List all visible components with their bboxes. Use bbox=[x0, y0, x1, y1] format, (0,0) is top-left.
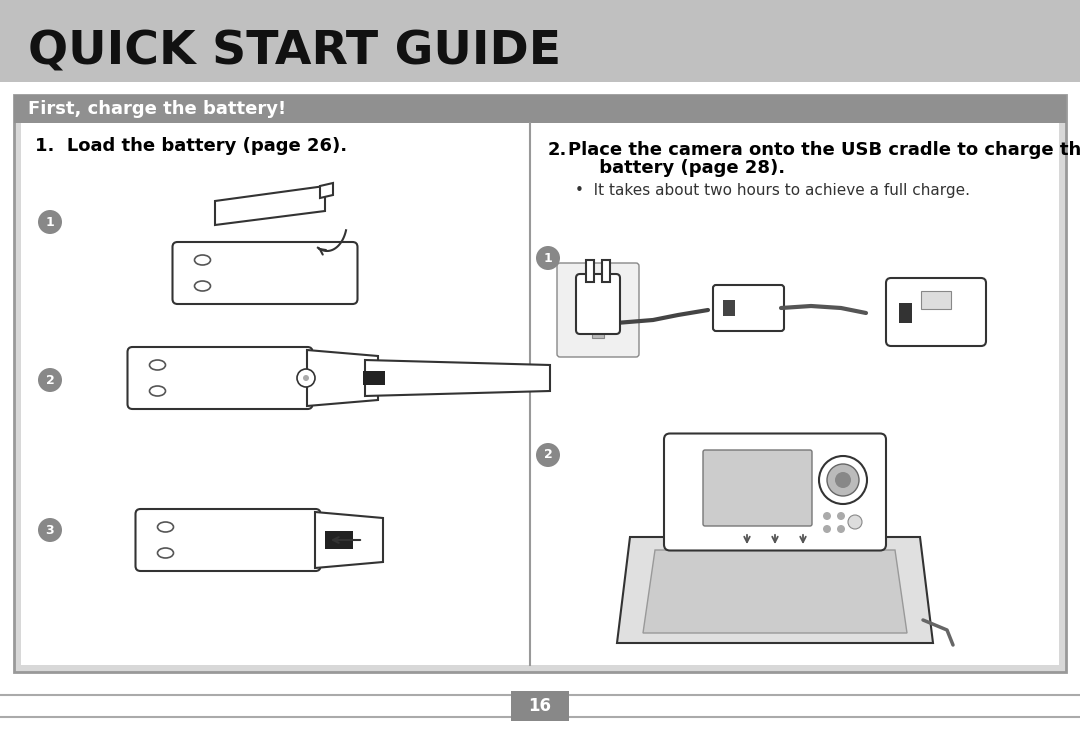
Polygon shape bbox=[215, 186, 325, 225]
Polygon shape bbox=[315, 512, 383, 568]
Ellipse shape bbox=[194, 255, 211, 265]
Circle shape bbox=[38, 518, 62, 542]
FancyBboxPatch shape bbox=[557, 263, 639, 357]
Bar bbox=[602, 260, 610, 282]
Polygon shape bbox=[307, 350, 378, 406]
Polygon shape bbox=[365, 360, 550, 396]
Circle shape bbox=[823, 512, 831, 520]
Circle shape bbox=[297, 369, 315, 387]
FancyBboxPatch shape bbox=[703, 450, 812, 526]
FancyBboxPatch shape bbox=[127, 347, 312, 409]
Ellipse shape bbox=[158, 522, 174, 532]
Circle shape bbox=[536, 443, 561, 467]
Ellipse shape bbox=[194, 281, 211, 291]
Bar bbox=[921, 291, 951, 309]
Bar bbox=[0, 0, 1080, 82]
Circle shape bbox=[837, 512, 845, 520]
Bar bbox=[899, 303, 912, 323]
Circle shape bbox=[823, 525, 831, 533]
Text: 1: 1 bbox=[543, 252, 552, 264]
Bar bbox=[21, 123, 1059, 665]
Bar bbox=[363, 371, 384, 385]
Ellipse shape bbox=[158, 548, 174, 558]
Circle shape bbox=[827, 464, 859, 496]
Bar bbox=[14, 95, 1066, 123]
Text: 2: 2 bbox=[543, 448, 552, 461]
FancyBboxPatch shape bbox=[664, 434, 886, 550]
FancyBboxPatch shape bbox=[886, 278, 986, 346]
Circle shape bbox=[536, 246, 561, 270]
FancyBboxPatch shape bbox=[173, 242, 357, 304]
Bar bbox=[325, 531, 353, 549]
Circle shape bbox=[835, 472, 851, 488]
Text: 2: 2 bbox=[45, 374, 54, 386]
Text: 2.: 2. bbox=[548, 141, 567, 159]
Text: First, charge the battery!: First, charge the battery! bbox=[28, 100, 286, 118]
Text: battery (page 28).: battery (page 28). bbox=[568, 159, 785, 177]
Text: QUICK START GUIDE: QUICK START GUIDE bbox=[28, 29, 562, 74]
Bar bbox=[586, 260, 594, 282]
Ellipse shape bbox=[149, 386, 165, 396]
Circle shape bbox=[848, 515, 862, 529]
Text: 16: 16 bbox=[528, 697, 552, 715]
FancyBboxPatch shape bbox=[713, 285, 784, 331]
Circle shape bbox=[819, 456, 867, 504]
Circle shape bbox=[38, 210, 62, 234]
Text: •  It takes about two hours to achieve a full charge.: • It takes about two hours to achieve a … bbox=[575, 183, 970, 198]
Polygon shape bbox=[320, 183, 333, 198]
Bar bbox=[592, 326, 604, 338]
Circle shape bbox=[303, 375, 309, 381]
FancyBboxPatch shape bbox=[14, 95, 1066, 672]
FancyBboxPatch shape bbox=[135, 509, 321, 571]
Circle shape bbox=[38, 368, 62, 392]
Polygon shape bbox=[617, 537, 933, 643]
Text: 3: 3 bbox=[45, 523, 54, 537]
Ellipse shape bbox=[149, 360, 165, 370]
Polygon shape bbox=[643, 550, 907, 633]
Circle shape bbox=[837, 525, 845, 533]
Bar bbox=[723, 300, 735, 316]
FancyBboxPatch shape bbox=[576, 274, 620, 334]
Bar bbox=[592, 298, 604, 310]
Text: 1.  Load the battery (page 26).: 1. Load the battery (page 26). bbox=[35, 137, 347, 155]
Bar bbox=[511, 691, 569, 721]
Text: 1: 1 bbox=[45, 215, 54, 228]
Text: Place the camera onto the USB cradle to charge the: Place the camera onto the USB cradle to … bbox=[568, 141, 1080, 159]
